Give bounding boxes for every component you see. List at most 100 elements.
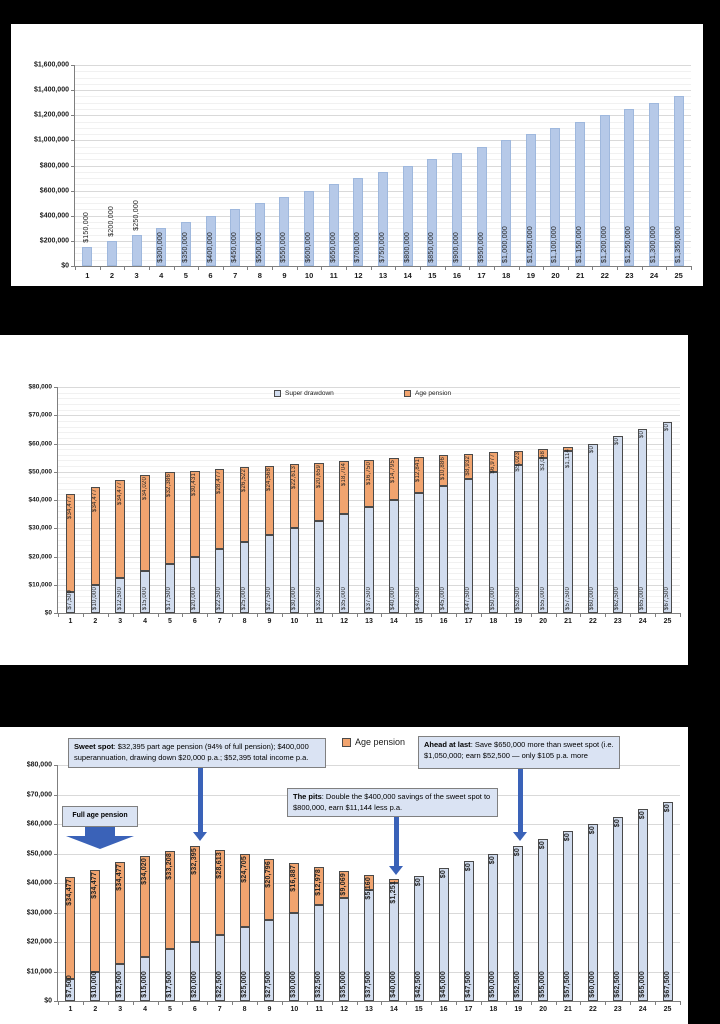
bar-segment-age-pension bbox=[563, 447, 573, 451]
x-axis-label: 23 bbox=[625, 271, 634, 280]
bar-value-label: $10,000 bbox=[91, 586, 98, 610]
x-tick bbox=[107, 613, 109, 617]
annotation-body: : $32,395 part age pension (94% of full … bbox=[74, 742, 309, 763]
y-axis-label: $1,000,000 bbox=[33, 136, 69, 144]
x-axis-label: 19 bbox=[526, 271, 535, 280]
y-axis-label: $0 bbox=[44, 609, 52, 617]
bar-value-label: $10,000 bbox=[91, 971, 99, 998]
bar-value-label: $250,000 bbox=[132, 199, 140, 231]
bar-segment-age-pension bbox=[364, 875, 374, 891]
x-axis-label: 7 bbox=[217, 1006, 222, 1013]
bar-segment-super-drawdown bbox=[662, 801, 673, 1001]
x-axis-label: 13 bbox=[365, 618, 373, 625]
bar-value-label: $9,069 bbox=[340, 872, 348, 896]
x-tick bbox=[406, 613, 408, 617]
x-tick bbox=[257, 613, 259, 617]
x-axis-label: 6 bbox=[208, 271, 213, 280]
y-axis-label: $30,000 bbox=[28, 524, 53, 532]
bar-segment-age-pension bbox=[289, 464, 300, 529]
x-axis-label: 19 bbox=[514, 1006, 523, 1013]
bar-segment-age-pension bbox=[314, 866, 325, 906]
x-tick bbox=[222, 266, 224, 270]
bar-segment-super-drawdown bbox=[65, 591, 76, 613]
y-tick bbox=[54, 387, 58, 388]
x-axis-label: 3 bbox=[118, 1006, 123, 1013]
bar-segment-super-drawdown bbox=[513, 464, 524, 613]
x-axis-label: 1 bbox=[85, 271, 90, 280]
gridline-major bbox=[58, 387, 680, 388]
gridline-minor bbox=[75, 102, 691, 104]
bar-segment-super-drawdown bbox=[488, 471, 499, 613]
bar-value-label: $50,000 bbox=[489, 586, 496, 610]
bar-value-label: $1,200,000 bbox=[600, 225, 608, 263]
bar-segment-super-drawdown bbox=[214, 934, 225, 1001]
x-tick bbox=[630, 613, 632, 617]
gridline-minor bbox=[58, 398, 680, 400]
gridline-minor bbox=[75, 83, 691, 85]
bar-value-label: $32,395 bbox=[190, 848, 198, 876]
bar-segment-super-drawdown bbox=[413, 875, 424, 1001]
x-tick bbox=[555, 613, 557, 617]
y-axis-label: $400,000 bbox=[39, 212, 69, 220]
bar-value-label: $35,000 bbox=[340, 586, 347, 610]
y-tick bbox=[54, 853, 58, 855]
bar-segment-age-pension bbox=[214, 850, 225, 935]
legend-marker bbox=[274, 390, 281, 397]
bar-segment-super-drawdown bbox=[388, 883, 399, 1001]
bar-value-label: $5,160 bbox=[365, 877, 372, 900]
x-axis-label: 6 bbox=[192, 1006, 197, 1013]
bar-value-label: $500,000 bbox=[255, 232, 263, 263]
bar-segment-super-drawdown bbox=[264, 535, 275, 613]
bar-value-label: $35,000 bbox=[340, 971, 348, 998]
bar-value-label: $22,613 bbox=[290, 466, 297, 490]
legend-label: Age pension bbox=[415, 390, 452, 397]
bar-segment-super-drawdown bbox=[662, 422, 673, 613]
axis-line-x bbox=[58, 613, 680, 614]
bar-value-label: $55,000 bbox=[539, 971, 547, 998]
x-axis-label: 16 bbox=[439, 1006, 448, 1013]
bar-segment-age-pension bbox=[414, 456, 424, 493]
bar bbox=[82, 247, 93, 266]
plot-area: $0 $200,000 $400,000 $600,000 $800,000 $1,000… bbox=[34, 62, 692, 280]
bar-value-label: $12,500 bbox=[116, 586, 123, 610]
bar-segment-super-drawdown bbox=[289, 912, 300, 1001]
bar-value-label: $3,068 bbox=[539, 450, 546, 471]
x-axis-label: 4 bbox=[143, 1006, 148, 1013]
bar-value-label: $40,000 bbox=[389, 971, 397, 998]
bar-value-label: $12,841 bbox=[415, 458, 422, 482]
x-tick bbox=[272, 266, 274, 270]
y-tick bbox=[71, 190, 75, 192]
y-axis-label: $80,000 bbox=[28, 383, 53, 391]
y-tick bbox=[71, 215, 75, 217]
x-axis-label: 6 bbox=[192, 618, 197, 625]
bar-value-label: $67,500 bbox=[664, 586, 671, 610]
bar-value-label: $24,705 bbox=[240, 856, 248, 884]
bar bbox=[451, 152, 462, 266]
legend-label: Age pension bbox=[355, 737, 406, 747]
bar-segment-age-pension bbox=[140, 856, 151, 957]
bar-segment-super-drawdown bbox=[588, 443, 598, 613]
bar-value-label: $45,000 bbox=[439, 971, 447, 998]
gridline-major bbox=[75, 90, 691, 92]
bar-segment-age-pension bbox=[513, 450, 524, 465]
bar bbox=[205, 215, 216, 266]
bar-segment-super-drawdown bbox=[190, 556, 200, 613]
x-tick bbox=[543, 266, 545, 270]
bar-value-label: $22,500 bbox=[216, 586, 223, 610]
bar-value-label: $15,000 bbox=[141, 971, 149, 998]
bar-segment-super-drawdown bbox=[264, 919, 275, 1001]
gridline-minor bbox=[58, 420, 680, 422]
x-axis-label: 8 bbox=[242, 1006, 247, 1013]
x-axis-label: 13 bbox=[378, 271, 388, 280]
bar-segment-age-pension bbox=[488, 452, 499, 472]
bar-value-label: $0 bbox=[639, 431, 646, 439]
bar-segment-super-drawdown bbox=[637, 429, 648, 613]
x-tick bbox=[680, 1001, 681, 1005]
bar-segment-super-drawdown bbox=[289, 528, 300, 613]
x-axis-label: 4 bbox=[159, 271, 164, 280]
bar bbox=[353, 178, 364, 266]
bar-segment-age-pension bbox=[239, 854, 250, 928]
savings-bar-chart-panel: $0 $200,000 $400,000 $600,000 $800,000 $1,000… bbox=[11, 24, 703, 286]
x-tick bbox=[605, 1001, 607, 1005]
bar-segment-super-drawdown bbox=[339, 897, 350, 1001]
